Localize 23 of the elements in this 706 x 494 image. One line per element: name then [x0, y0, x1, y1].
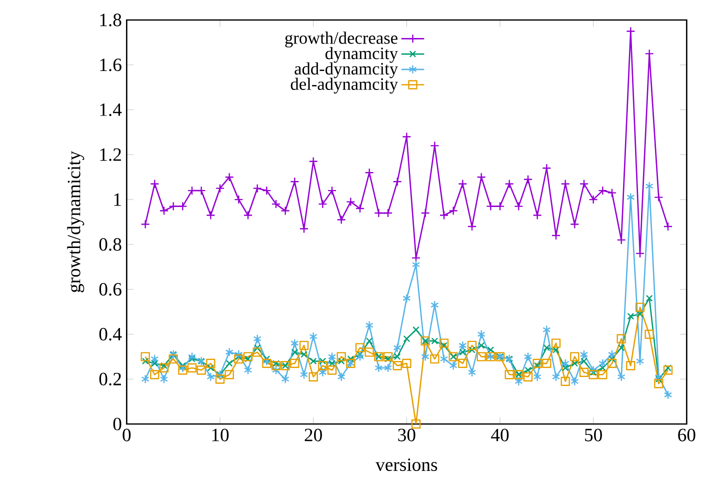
legend-label: del-adynamcity	[290, 78, 398, 94]
y-tick-label: 1.6	[100, 58, 122, 72]
y-tick-label: 0.6	[99, 282, 122, 296]
y-tick-label: 0.2	[99, 372, 121, 386]
x-tick-label: 0	[122, 428, 131, 442]
x-tick-label: 60	[678, 428, 696, 442]
x-tick-label: 20	[304, 428, 322, 442]
legend-label: growth/decrease	[285, 32, 398, 48]
y-tick-label: 1.4	[100, 103, 122, 116]
y-axis-title: growth/dynamicity	[67, 151, 84, 292]
x-axis-title: versions	[376, 458, 438, 472]
legend-label: add-dynamcity	[294, 62, 398, 78]
y-tick-label: 1.2	[100, 148, 121, 161]
y-tick-label: 1	[114, 193, 121, 206]
y-tick-label: 0.8	[99, 238, 122, 251]
y-tick-label: 0.4	[99, 328, 122, 341]
x-tick-label: 30	[398, 428, 416, 442]
x-tick-label: 10	[212, 428, 229, 442]
x-tick-label: 40	[491, 428, 509, 442]
y-tick-label: 0	[113, 418, 122, 430]
legend-label: dynamcity	[325, 47, 398, 63]
y-tick-label: 1.8	[100, 14, 122, 26]
x-tick-label: 50	[585, 428, 602, 442]
